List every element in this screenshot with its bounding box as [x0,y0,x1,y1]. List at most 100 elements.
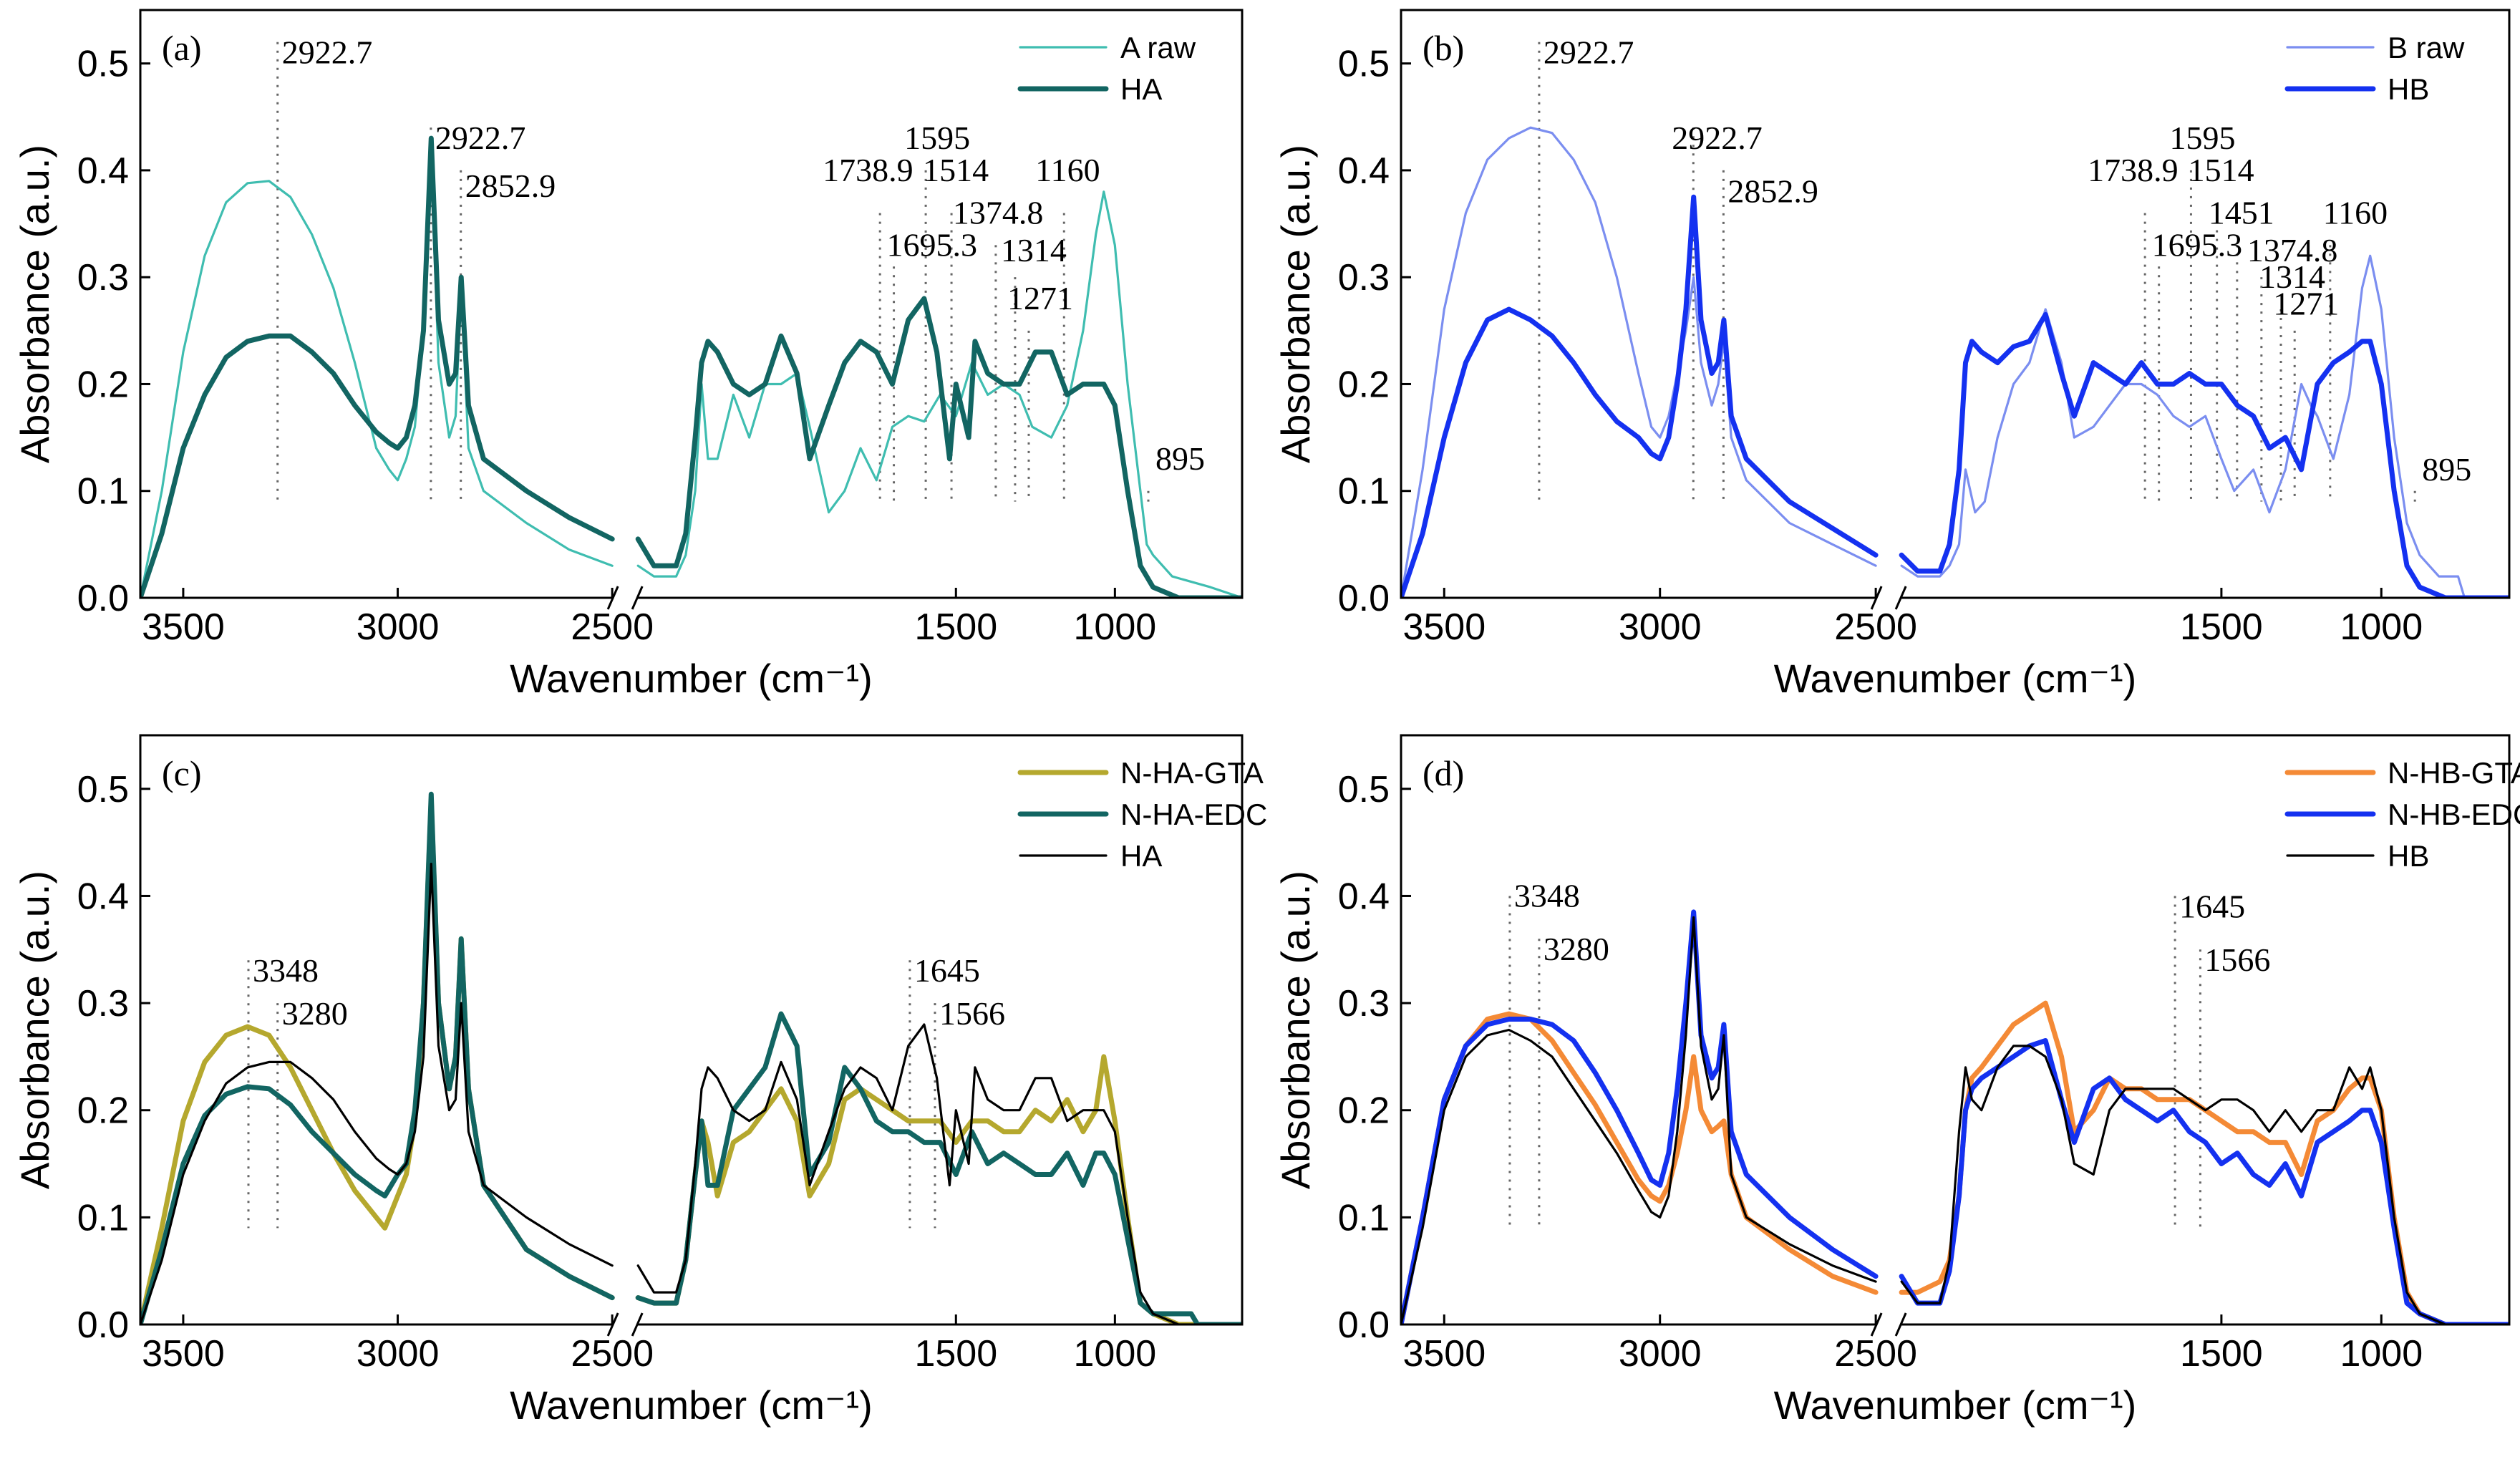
series-group [1401,909,2509,1324]
series-line-ha [635,296,1242,598]
x-tick-label: 3000 [357,1333,440,1375]
y-tick-label: 0.2 [77,1090,129,1132]
peak-label: 2852.9 [465,168,556,204]
y-tick-label: 0.2 [77,364,129,405]
panel-a: 0.0 0.1 0.2 0.3 0.4 0.5 3500 3000 2500 1500 1000 Wa… [12,9,1244,701]
peak-label: 1595 [2169,120,2235,156]
y-axis-title: Absorbance (a.u.) [12,871,57,1189]
x-tick-label: 1000 [1074,606,1157,648]
peak-label: 1645 [914,952,980,989]
legend: N-HB-GTA N-HB-EDC HB [2284,756,2520,873]
y-tick-label: 0.0 [77,1304,129,1346]
panel-label: (c) [162,753,202,793]
legend-label: HB [2388,72,2429,106]
x-tick-label: 1500 [2180,606,2263,648]
x-axis-title: Wavenumber (cm⁻¹) [1774,1382,2137,1428]
y-axis-title: Absorbance (a.u.) [1273,871,1318,1189]
series-line-n-hb-edc [1899,1038,2509,1324]
series-line-ha [636,1023,1242,1324]
peak-label: 1738.9 [2088,152,2179,188]
panel-label: (d) [1423,753,1464,793]
peak-label: 1566 [939,995,1005,1032]
series-line-n-ha-edc [140,791,615,1324]
y-tick-label: 0.5 [77,769,129,810]
y-axis-title: Absorbance (a.u.) [12,145,57,463]
legend: N-HA-GTA N-HA-EDC HA [1017,756,1267,873]
y-tick-label: 0.4 [77,150,129,192]
y-tick-label: 0.3 [77,257,129,299]
x-tick-label: 1000 [2340,606,2423,648]
peak-label: 1314 [2259,258,2325,295]
y-tick-label: 0.1 [77,471,129,513]
series-group [140,791,1242,1324]
y-tick-label: 0.2 [1338,1090,1390,1132]
series-line-ha [140,135,615,598]
y-tick-label: 0.0 [1338,578,1390,619]
legend-label: B raw [2388,31,2465,64]
y-tick-label: 0.1 [77,1197,129,1239]
peak-label: 895 [2422,451,2471,488]
peak-label: 3348 [253,952,319,989]
x-axis-title: Wavenumber (cm⁻¹) [510,1382,873,1428]
y-tick-label: 0.5 [1338,769,1390,810]
x-tick-label: 2500 [571,606,654,648]
axis-break-mark [631,586,644,610]
x-tick-label: 2500 [1834,606,1917,648]
peak-label: 1566 [2204,941,2270,978]
x-tick-label: 3000 [1619,606,1702,648]
panel-d: 0.0 0.1 0.2 0.3 0.4 0.5 3500 3000 2500 1500 1000 Wa… [1273,734,2520,1428]
peak-label: 1695.3 [2152,226,2243,263]
peak-label: 3280 [282,995,348,1032]
series-line-n-ha-gta [140,797,615,1324]
peak-label: 2922.7 [1672,120,1763,156]
y-tick-label: 0.5 [77,44,129,85]
peak-label: 1374.8 [953,195,1044,231]
legend-label: N-HA-EDC [1120,798,1267,831]
plot-frame [139,734,1244,1326]
y-tick-label: 0.5 [1338,44,1390,85]
x-tick-label: 1500 [2180,1333,2263,1375]
peak-label: 3280 [1544,931,1609,967]
y-tick-label: 0.2 [1338,364,1390,405]
panel-b: 0.0 0.1 0.2 0.3 0.4 0.5 3500 3000 2500 1500 1000 Wa… [1273,9,2511,701]
peak-label: 2852.9 [1727,173,1818,210]
axis-break-mark [1894,1312,1907,1337]
y-tick-label: 0.1 [1338,1197,1390,1239]
panel-label: (b) [1423,28,1464,68]
y-tick-label: 0.1 [1338,471,1390,513]
peak-label: 1160 [2323,195,2388,231]
legend-label: HA [1120,839,1162,873]
series-line-n-ha-edc [635,1011,1242,1324]
series-line-hb [1899,311,2509,598]
peak-label: 2922.7 [435,120,526,156]
peak-label: 1451 [2209,195,2274,231]
legend-label: HB [2388,839,2429,873]
series-line-n-hb-gta [1401,1011,1879,1324]
y-tick-label: 0.3 [1338,983,1390,1025]
peak-label: 1160 [1035,152,1100,188]
x-tick-label: 3000 [357,606,440,648]
series-group [140,135,1242,598]
peak-label: 2922.7 [282,34,372,71]
peak-label: 1271 [1007,280,1073,316]
peak-label: 1374.8 [2247,232,2338,268]
peak-label: 1645 [2179,888,2245,924]
x-axis-title: Wavenumber (cm⁻¹) [510,656,873,701]
x-tick-label: 2500 [571,1333,654,1375]
peak-label: 1514 [923,152,989,188]
x-axis-title: Wavenumber (cm⁻¹) [1774,656,2137,701]
x-tick-label: 3500 [142,606,225,648]
legend: B raw HB [2284,31,2465,106]
panel-c: 0.0 0.1 0.2 0.3 0.4 0.5 3500 3000 2500 1500 1000 Wa… [12,734,1267,1428]
y-tick-label: 0.4 [1338,150,1390,192]
series-group [1401,126,2509,598]
y-tick-label: 0.0 [1338,1304,1390,1346]
x-tick-label: 3500 [1402,1333,1486,1375]
legend-label: N-HA-GTA [1120,756,1264,790]
legend: A raw HA [1017,31,1196,106]
series-line-hb [1900,1045,2509,1324]
peak-label: 1314 [1001,232,1067,268]
axis-break-mark [631,1312,644,1337]
series-line-n-ha-gta [635,1054,1242,1324]
series-line-a-raw [636,190,1242,598]
